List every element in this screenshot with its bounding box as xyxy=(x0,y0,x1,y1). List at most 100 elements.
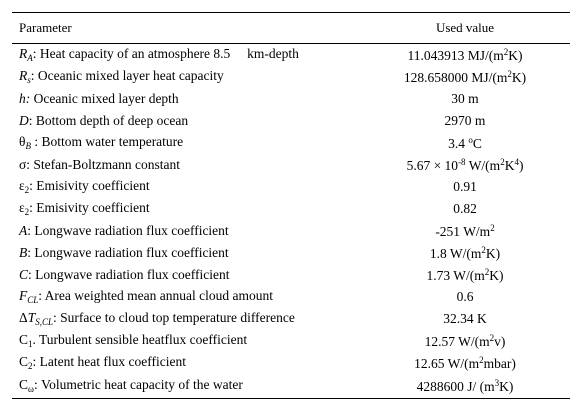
text-segment: : Area weighted mean annual cloud amount xyxy=(38,288,273,303)
value-cell: 11.043913 MJ/(m2K) xyxy=(360,44,570,67)
text-segment: 0.91 xyxy=(453,179,477,195)
text-segment: θ xyxy=(19,134,26,149)
text-segment: 2 xyxy=(24,207,30,217)
table-row: D: Bottom depth of deep ocean 2970 m xyxy=(12,110,570,132)
text-segment: : Volumetric heat capacity of the water xyxy=(33,377,243,392)
text-segment: 2 xyxy=(489,332,495,343)
header-cell: Parameter xyxy=(12,12,360,44)
value-cell: 0.82 xyxy=(360,198,570,220)
parameter-cell: σ: Stefan-Boltzmann constant xyxy=(12,154,360,176)
text-segment: 2 xyxy=(490,222,495,233)
parameter-cell: D: Bottom depth of deep ocean xyxy=(12,110,360,132)
text-segment: C xyxy=(19,354,29,369)
text-segment: 3.4 xyxy=(448,135,469,151)
text-segment: ) xyxy=(518,157,524,173)
value-cell: 128.658000 MJ/(m2K) xyxy=(360,66,570,88)
value-cell: 1.73 W/(m2K) xyxy=(360,264,570,286)
text-segment: : Surface to cloud top temperature diffe… xyxy=(52,310,295,325)
parameter-cell: C2: Latent heat flux coefficient xyxy=(12,352,360,374)
text-segment: 30 m xyxy=(451,91,479,107)
text-segment: 128.658000 MJ/(m xyxy=(403,69,508,85)
table-row: θB : Bottom water temperature 3.4 oC xyxy=(12,132,570,154)
text-segment: 3 xyxy=(494,377,500,388)
text-segment: 2 xyxy=(28,361,33,371)
text-segment: 2 xyxy=(484,266,490,277)
text-segment: : Bottom water temperature xyxy=(30,134,184,149)
table-row: ΔTS,CL: Surface to cloud top temperature… xyxy=(12,308,570,330)
text-segment: : Bottom depth of deep ocean xyxy=(28,113,189,129)
text-segment: 2 xyxy=(479,354,484,365)
text-segment: Δ xyxy=(19,310,28,325)
parameter-cell: C1. Turbulent sensible heatflux coeffici… xyxy=(12,330,360,352)
text-segment: C xyxy=(19,377,29,392)
value-cell: 2970 m xyxy=(360,110,570,132)
text-segment: : Emisivity coefficient xyxy=(29,178,150,193)
text-segment: R xyxy=(19,46,28,61)
table-row: Rs: Oceanic mixed layer heat capacity 128… xyxy=(12,66,570,88)
text-segment: W/(m xyxy=(465,157,501,173)
text-segment: : Longwave radiation flux coefficient xyxy=(27,223,229,239)
text-segment: K) xyxy=(508,47,523,63)
text-segment: : Latent heat flux coefficient xyxy=(32,354,186,369)
text-segment: ω xyxy=(28,384,34,394)
table-row: C1. Turbulent sensible heatflux coeffici… xyxy=(12,330,570,352)
parameter-cell: B: Longwave radiation flux coefficient xyxy=(12,242,360,264)
parameter-cell: A: Longwave radiation flux coefficient xyxy=(12,220,360,242)
table-row: ε2: Emisivity coefficient 0.82 xyxy=(12,198,570,220)
parameter-cell: RA: Heat capacity of an atmosphere 8.5 k… xyxy=(12,44,360,67)
value-cell: 5.67 × 10-8 W/(m2K4) xyxy=(360,154,570,176)
text-segment: : Longwave radiation flux coefficient xyxy=(28,267,230,283)
text-segment: 4 xyxy=(514,156,519,167)
value-cell: 30 m xyxy=(360,88,570,110)
text-segment: : Longwave radiation flux coefficient xyxy=(27,245,229,261)
text-segment: 11.043913 MJ/(m xyxy=(407,47,504,63)
table-row: ε2: Emisivity coefficient 0.91 xyxy=(12,176,570,198)
parameter-table: Parameter Used value RA: Heat capacity o… xyxy=(12,12,570,399)
value-cell: 1.8 W/(m2K) xyxy=(360,242,570,264)
text-segment: 1.8 W/(m xyxy=(429,245,482,261)
table-row: Cω: Volumetric heat capacity of the wate… xyxy=(12,374,570,399)
text-segment: 32.34 K xyxy=(443,311,487,327)
parameter-cell: ε2: Emisivity coefficient xyxy=(12,198,360,220)
text-segment: Oceanic mixed layer depth xyxy=(30,91,179,107)
text-segment: mbar) xyxy=(483,355,516,371)
parameter-cell: h: Oceanic mixed layer depth xyxy=(12,88,360,110)
value-cell: -251 W/m2 xyxy=(360,220,570,242)
table-row: FCL: Area weighted mean annual cloud amo… xyxy=(12,286,570,308)
text-segment: C xyxy=(472,135,482,151)
text-segment: CL xyxy=(27,295,39,305)
table-row: C2: Latent heat flux coefficient 12.65 W/… xyxy=(12,352,570,374)
value-cell: 12.57 W/(m2v) xyxy=(360,330,570,352)
header-cell: Used value xyxy=(360,12,570,44)
parameter-cell: FCL: Area weighted mean annual cloud amo… xyxy=(12,286,360,308)
text-segment: 2 xyxy=(500,156,505,167)
text-segment: C xyxy=(19,332,29,347)
text-segment: T xyxy=(27,310,36,325)
text-segment: 0.6 xyxy=(456,289,474,305)
value-cell: 12.65 W/(m2mbar) xyxy=(360,352,570,374)
table-row: RA: Heat capacity of an atmosphere 8.5 k… xyxy=(12,44,570,67)
table-row: h: Oceanic mixed layer depth 30 m xyxy=(12,88,570,110)
value-cell: 3.4 oC xyxy=(360,132,570,154)
text-segment: v) xyxy=(494,333,506,349)
table-row: σ: Stefan-Boltzmann constant 5.67 × 10-8 … xyxy=(12,154,570,176)
text-segment: S,CL xyxy=(35,317,53,327)
text-segment: : Heat capacity of an atmosphere 8.5 km-… xyxy=(32,46,299,61)
text-segment: 12.57 W/(m xyxy=(424,333,490,349)
text-segment: C xyxy=(19,267,29,283)
table-row: B: Longwave radiation flux coefficient 1.… xyxy=(12,242,570,264)
parameter-cell: ε2: Emisivity coefficient xyxy=(12,176,360,198)
text-segment: : Emisivity coefficient xyxy=(29,200,150,215)
text-segment: : Oceanic mixed layer heat capacity xyxy=(30,68,224,83)
text-segment: F xyxy=(19,288,28,303)
parameter-cell: C: Longwave radiation flux coefficient xyxy=(12,264,360,286)
text-segment: -8 xyxy=(458,156,466,167)
parameter-cell: ΔTS,CL: Surface to cloud top temperature… xyxy=(12,308,360,330)
table-row: C: Longwave radiation flux coefficient 1.… xyxy=(12,264,570,286)
text-segment: A xyxy=(19,223,28,239)
text-segment: K xyxy=(504,157,515,173)
text-segment: s xyxy=(27,75,31,85)
text-segment: 1 xyxy=(28,339,33,349)
value-cell: 32.34 K xyxy=(360,308,570,330)
